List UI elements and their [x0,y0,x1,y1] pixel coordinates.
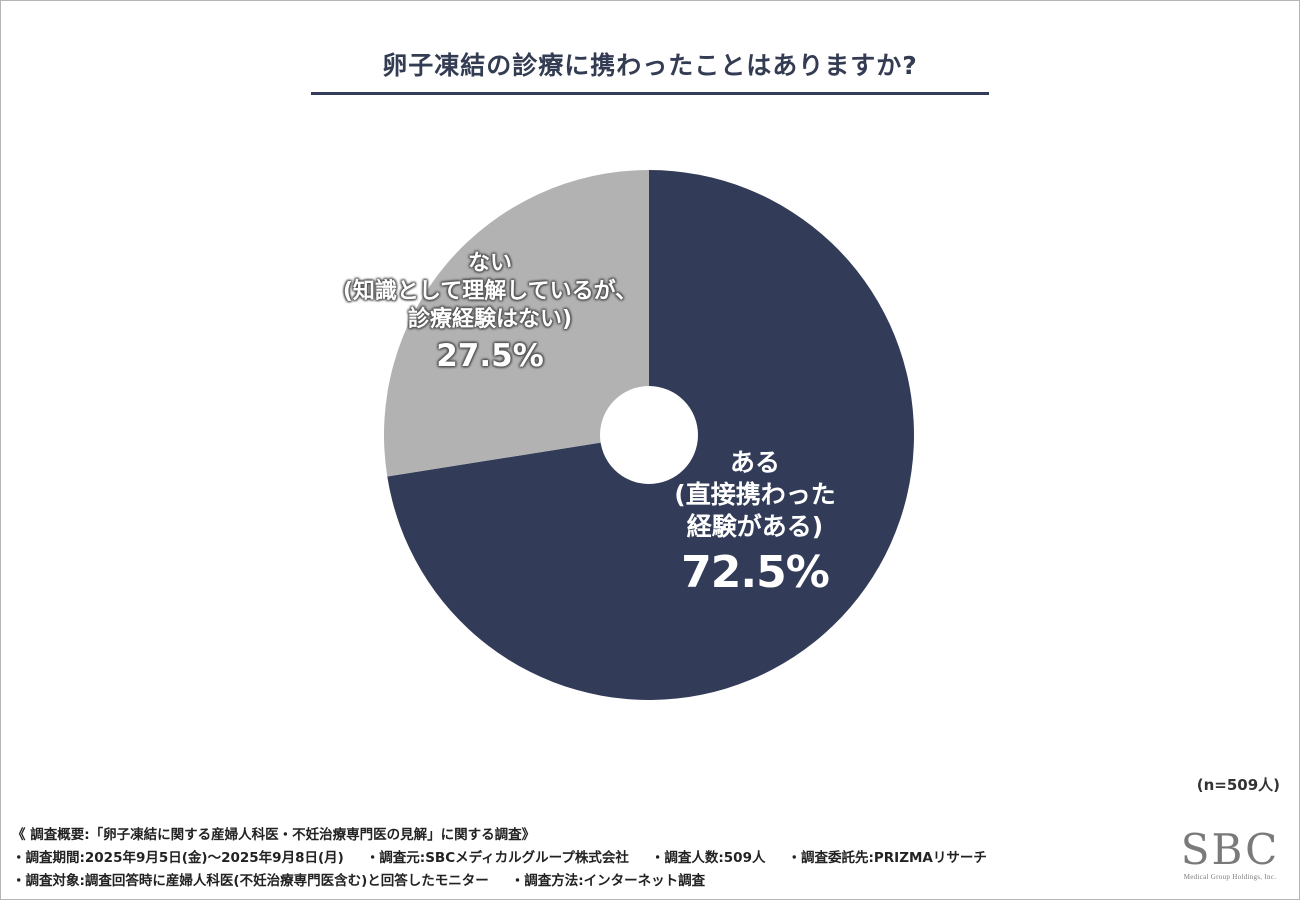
survey-source: ・調査元:SBCメディカルグループ株式会社 [365,850,629,866]
survey-target: ・調査対象:調査回答時に産婦人科医(不妊治療専門医含む)と回答したモニター [12,873,489,889]
chart-title: 卵子凍結の診療に携わったことはありますか? [382,51,918,80]
slice-label-no-line3: 診療経験はない) [407,307,573,333]
logo-wordmark: SBC [1180,825,1280,874]
survey-details-2: ・調査対象:調査回答時に産婦人科医(不妊治療専門医含む)と回答したモニター ・調査… [12,870,1009,893]
slice-label-no-line1: ない [467,251,512,276]
survey-overview: 《 調査概要:「卵子凍結に関する産婦人科医・不妊治療専門医の見解」に関する調査》 [12,827,536,843]
slice-label-yes-line1: ある [729,448,780,477]
slice-value-no: 27.5% [436,338,544,375]
slice-label-yes: ある (直接携わった 経験がある) 72.5% [640,447,870,602]
survey-period: ・調査期間:2025年9月5日(金)〜2025年9月8日(月) [12,850,344,866]
survey-method: ・調査方法:インターネット調査 [510,873,706,889]
sample-size: (n=509人) [1196,776,1280,794]
logo-subtitle: Medical Group Holdings, Inc. [1183,873,1277,881]
sbc-logo: SBC Medical Group Holdings, Inc. [1172,828,1288,882]
pie-slice-no [383,170,649,477]
pie-center-hole [600,386,698,484]
survey-notes: 《 調査概要:「卵子凍結に関する産婦人科医・不妊治療専門医の見解」に関する調査》… [12,824,1009,893]
survey-details-1: ・調査期間:2025年9月5日(金)〜2025年9月8日(月) ・調査元:SBCメ… [12,847,1009,870]
slice-label-no-line2: (知識として理解しているが、 [342,279,638,305]
survey-respondents: ・調査人数:509人 [650,850,766,866]
slice-label-no: ない (知識として理解しているが、 診療経験はない) 27.5% [300,250,680,379]
survey-contractor: ・調査委託先:PRIZMAリサーチ [787,850,987,866]
title-underline [311,92,989,95]
slice-value-yes: 72.5% [681,547,830,598]
slice-label-yes-line3: 経験がある) [686,512,824,541]
slice-label-yes-line2: (直接携わった [674,480,836,509]
